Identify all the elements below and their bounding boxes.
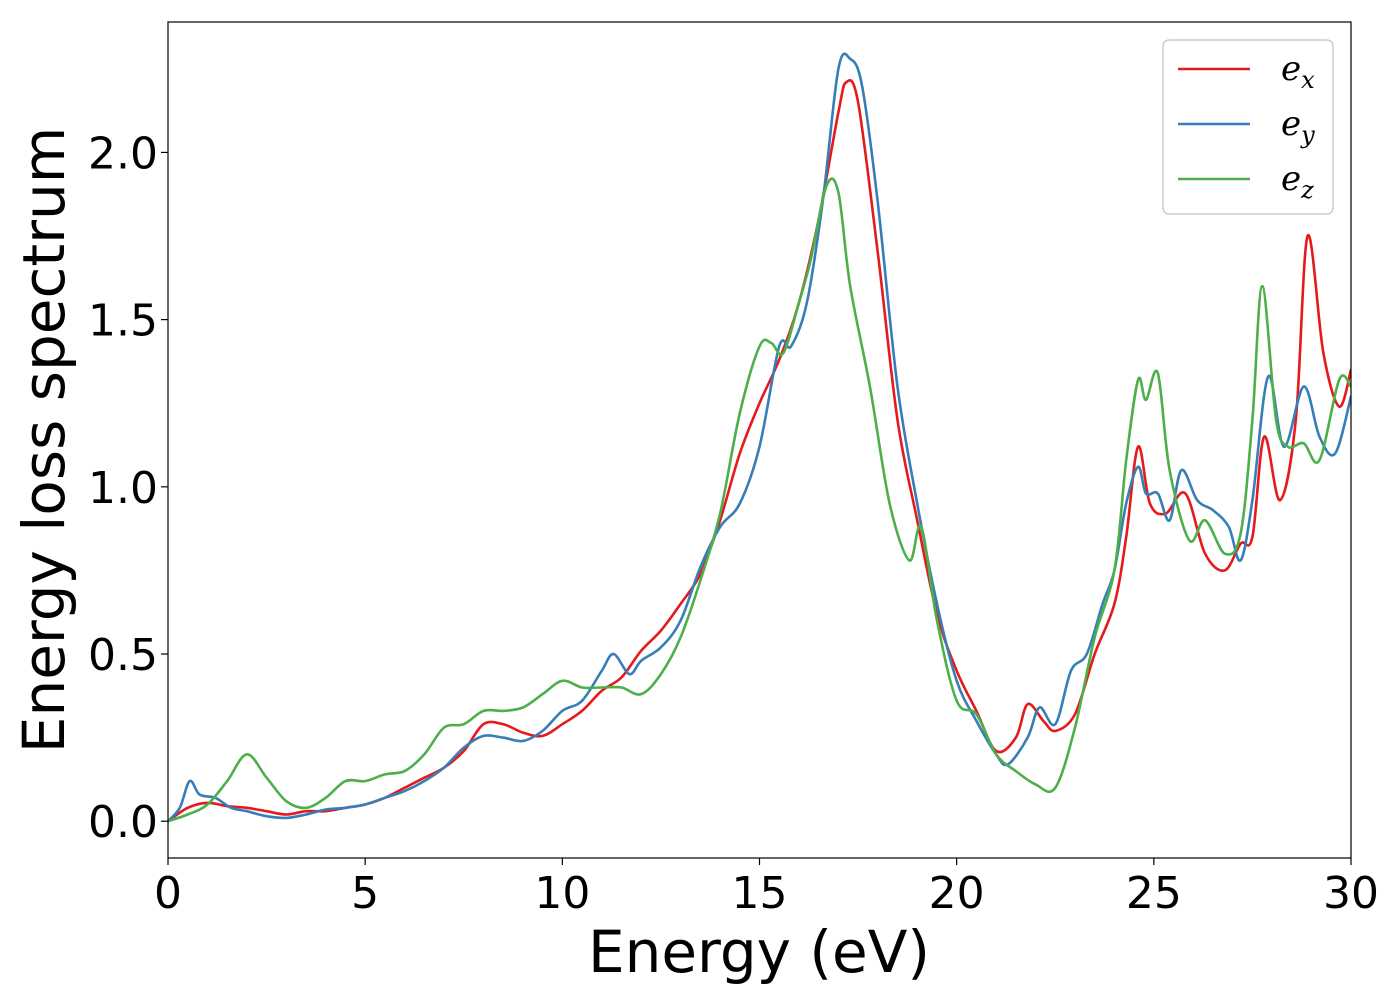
x-axis-label: Energy (eV): [588, 918, 930, 986]
y-tick-label: 2.0: [88, 128, 158, 179]
y-tick-label: 0.0: [88, 797, 158, 848]
y-tick-label: 1.5: [88, 296, 158, 347]
legend-label-y: ey: [1281, 104, 1315, 149]
y-tick-label: 0.5: [88, 630, 158, 681]
x-tick-label: 15: [732, 868, 788, 919]
x-tick-label: 5: [351, 868, 379, 919]
x-tick-label: 20: [929, 868, 985, 919]
legend-label-x: ex: [1281, 49, 1315, 94]
series-line-z: [168, 177, 1351, 823]
x-tick-label: 25: [1126, 868, 1182, 919]
x-tick-label: 10: [534, 868, 590, 919]
tick-layer: 0 5 10 15 20 25 30 0.0 0.5 1.0 1.5 2.0: [88, 128, 1379, 919]
legend: ex ey ez: [1162, 39, 1334, 215]
series-line-x: [168, 78, 1351, 823]
legend-box: [1162, 39, 1334, 215]
x-tick-label: 30: [1323, 868, 1379, 919]
y-axis-label: Energy loss spectrum: [10, 127, 78, 753]
series-layer: [168, 52, 1351, 823]
y-tick-label: 1.0: [88, 463, 158, 514]
x-tick-label: 0: [154, 868, 182, 919]
legend-label-z: ez: [1281, 159, 1314, 204]
